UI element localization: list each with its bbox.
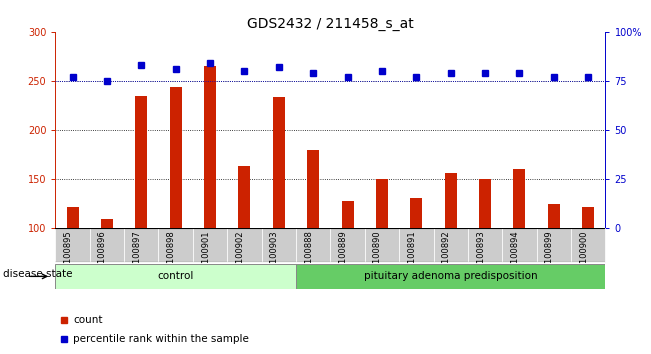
Text: GSM100890: GSM100890 xyxy=(373,230,382,281)
Bar xyxy=(262,228,296,262)
Text: GSM100900: GSM100900 xyxy=(579,230,589,280)
Bar xyxy=(124,228,158,262)
Bar xyxy=(170,87,182,228)
Bar xyxy=(55,264,296,289)
Bar xyxy=(514,170,525,228)
Bar xyxy=(445,173,457,228)
Bar xyxy=(101,218,113,228)
Title: GDS2432 / 211458_s_at: GDS2432 / 211458_s_at xyxy=(247,17,414,31)
Text: GSM100897: GSM100897 xyxy=(132,230,141,281)
Bar xyxy=(135,96,147,228)
Text: GSM100901: GSM100901 xyxy=(201,230,210,280)
Text: GSM100889: GSM100889 xyxy=(339,230,348,281)
Bar xyxy=(503,228,536,262)
Bar xyxy=(330,228,365,262)
Bar xyxy=(273,97,285,228)
Bar xyxy=(468,228,503,262)
Bar xyxy=(434,228,468,262)
Text: GSM100891: GSM100891 xyxy=(408,230,417,281)
Bar xyxy=(365,228,399,262)
Text: GSM100892: GSM100892 xyxy=(442,230,450,281)
Bar xyxy=(342,201,353,228)
Bar xyxy=(193,228,227,262)
Text: GSM100895: GSM100895 xyxy=(64,230,72,281)
Bar xyxy=(571,228,605,262)
Text: GSM100902: GSM100902 xyxy=(236,230,244,280)
Bar xyxy=(296,228,330,262)
Bar xyxy=(536,228,571,262)
Bar xyxy=(66,207,79,228)
Text: GSM100888: GSM100888 xyxy=(304,230,313,281)
Bar xyxy=(238,166,251,228)
Text: GSM100896: GSM100896 xyxy=(98,230,107,281)
Text: GSM100899: GSM100899 xyxy=(545,230,554,281)
Bar xyxy=(55,228,90,262)
Text: count: count xyxy=(73,315,102,325)
Text: GSM100898: GSM100898 xyxy=(167,230,176,281)
Text: GSM100893: GSM100893 xyxy=(476,230,485,281)
Bar xyxy=(410,198,422,228)
Text: pituitary adenoma predisposition: pituitary adenoma predisposition xyxy=(364,272,538,281)
Bar xyxy=(399,228,434,262)
Text: control: control xyxy=(158,272,194,281)
Bar xyxy=(307,150,319,228)
Bar xyxy=(204,66,216,228)
Bar xyxy=(376,179,388,228)
Bar xyxy=(227,228,262,262)
Text: disease state: disease state xyxy=(3,269,73,279)
Text: GSM100894: GSM100894 xyxy=(510,230,519,281)
Bar xyxy=(548,204,560,228)
Text: percentile rank within the sample: percentile rank within the sample xyxy=(73,333,249,344)
Bar xyxy=(90,228,124,262)
Text: GSM100903: GSM100903 xyxy=(270,230,279,281)
Bar xyxy=(158,228,193,262)
Bar xyxy=(479,179,491,228)
Bar xyxy=(296,264,605,289)
Bar xyxy=(582,207,594,228)
